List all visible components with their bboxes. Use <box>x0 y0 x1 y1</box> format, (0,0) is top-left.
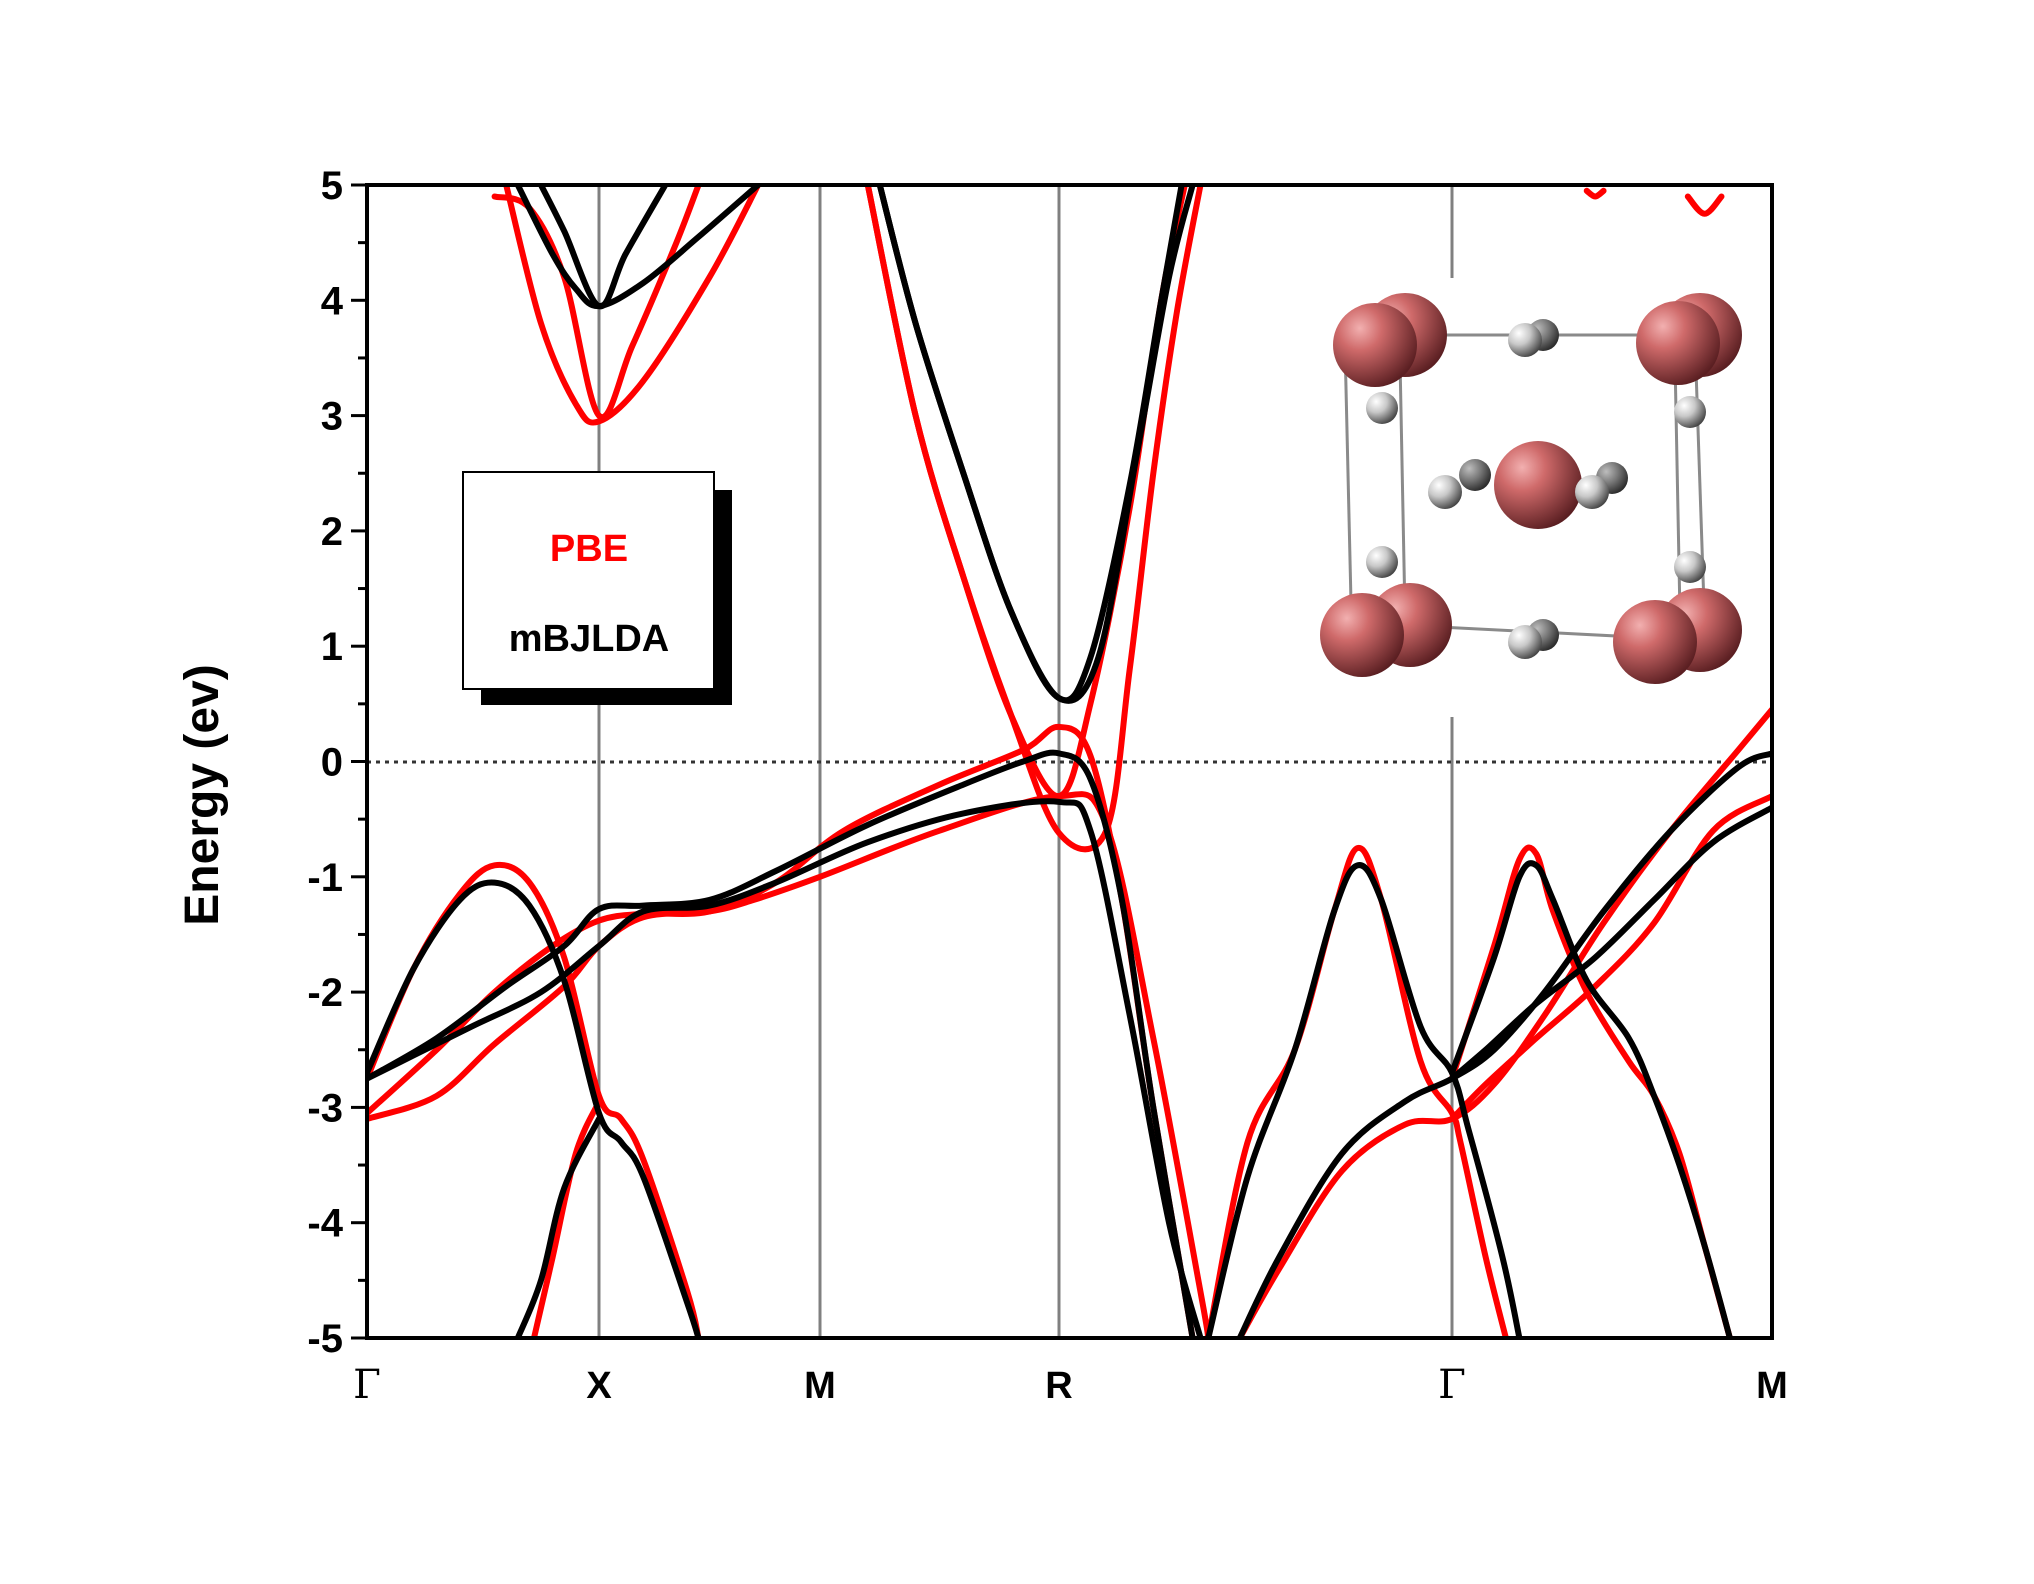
mbjlda-band-2 <box>367 749 1196 1338</box>
pbe-band-13 <box>1684 193 1725 217</box>
pbe-band-11 <box>1449 844 1733 1338</box>
pbe-band-3 <box>367 861 702 1338</box>
mbjlda-band-4 <box>514 1115 602 1338</box>
y-axis-tick-labels: 5 4 3 2 1 0 -1 -2 -3 -4 -5 <box>307 164 343 1361</box>
mbjlda-band-10 <box>1236 750 1772 1338</box>
y-axis-title: Energy (ev) <box>176 664 229 925</box>
y-tick-label: -3 <box>307 1086 343 1130</box>
pbe-band-7 <box>864 185 1188 800</box>
y-tick-label: -4 <box>307 1202 343 1246</box>
mbjlda-band-3 <box>367 879 702 1338</box>
band-curves <box>367 185 1772 1338</box>
crystal-structure-inset <box>1320 293 1742 684</box>
y-tick-label: -5 <box>307 1317 343 1361</box>
legend-entry-pbe: PBE <box>550 528 628 570</box>
pbe-band-14 <box>1583 187 1607 200</box>
kpoint-label-r: R <box>1045 1365 1072 1407</box>
kpoint-label-gamma-2: Γ <box>1438 1362 1466 1408</box>
mbjlda-band-11 <box>1449 860 1733 1338</box>
mbjlda-band-1 <box>367 798 1204 1338</box>
y-tick-label: -2 <box>307 971 343 1015</box>
pbe-band-4 <box>531 1098 602 1338</box>
legend: PBE mBJLDA <box>462 471 732 705</box>
y-tick-label: 0 <box>321 741 343 785</box>
kpoint-label-x: X <box>586 1365 612 1407</box>
kpoint-labels: Γ X M R Γ M <box>353 1362 1788 1408</box>
y-axis-ticks <box>351 183 367 1340</box>
kpoint-label-gamma-1: Γ <box>353 1362 381 1408</box>
pbe-band-12 <box>1449 793 1772 1122</box>
mbjlda-band-12 <box>1449 804 1772 1082</box>
pbe-band-5 <box>503 185 762 426</box>
kpoint-separators <box>597 185 1454 1338</box>
legend-entry-mbjlda: mBJLDA <box>509 618 669 660</box>
pbe-band-8 <box>864 185 1204 853</box>
y-tick-label: 2 <box>321 510 343 554</box>
y-tick-label: 4 <box>321 279 344 323</box>
mbjlda-band-8 <box>876 185 1196 704</box>
mbjlda-band-6 <box>538 185 669 310</box>
mbjlda-band-9 <box>1205 862 1523 1338</box>
kpoint-label-m-2: M <box>1756 1365 1788 1407</box>
y-tick-label: 1 <box>321 625 343 669</box>
y-tick-label: 5 <box>321 164 343 208</box>
pbe-band-1 <box>367 791 1212 1338</box>
y-tick-label: 3 <box>321 395 343 439</box>
pbe-band-2 <box>367 723 1196 1338</box>
kpoint-label-m: M <box>804 1365 836 1407</box>
y-tick-label: -1 <box>307 856 343 900</box>
legend-box <box>462 471 715 690</box>
pbe-band-10 <box>1236 706 1772 1338</box>
